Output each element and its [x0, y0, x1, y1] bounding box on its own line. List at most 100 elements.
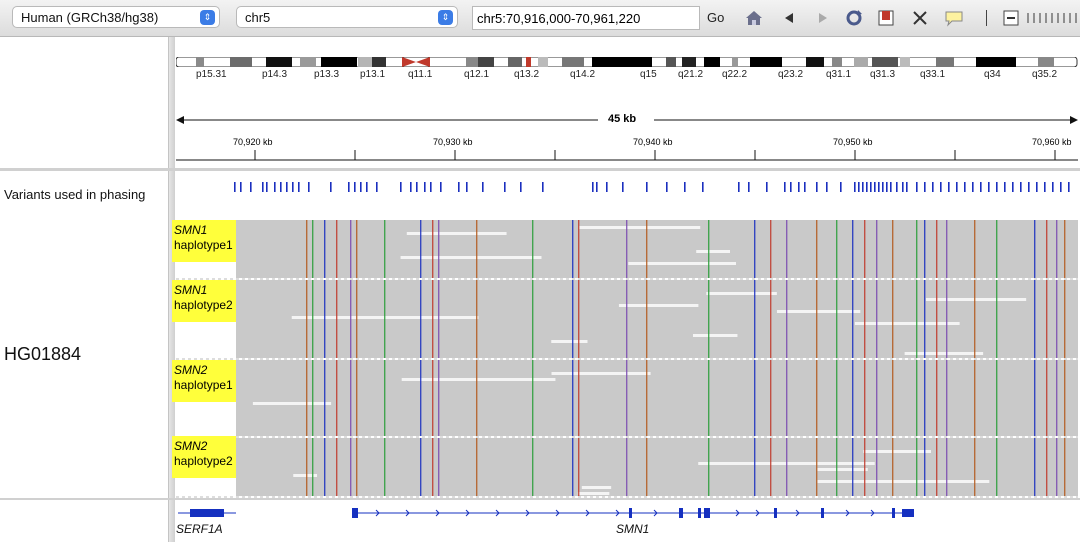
- popup-text-icon[interactable]: [944, 8, 964, 28]
- band-label: q14.2: [570, 69, 596, 80]
- variant-mark: [424, 182, 426, 192]
- back-icon[interactable]: [780, 8, 800, 28]
- variant-mark: [606, 182, 608, 192]
- variant-mark: [738, 182, 740, 192]
- mismatch-column: [1046, 280, 1048, 358]
- mismatch-column: [578, 438, 580, 496]
- variant-mark: [996, 182, 998, 192]
- locus-input[interactable]: chr5:70,916,000-70,961,220: [472, 6, 700, 30]
- mismatch-column: [384, 220, 386, 278]
- read-gap: [776, 310, 861, 313]
- mismatch-column: [438, 360, 440, 436]
- mismatch-column: [1046, 360, 1048, 436]
- variant-mark: [896, 182, 898, 192]
- mismatch-column: [816, 280, 818, 358]
- variant-mark: [266, 182, 268, 192]
- alignment-track[interactable]: [176, 218, 1078, 498]
- band-label: q12.1: [464, 69, 490, 80]
- variant-mark: [940, 182, 942, 192]
- mismatch-column: [916, 360, 918, 436]
- mismatch-column: [336, 280, 338, 358]
- zoom-out-icon[interactable]: [1002, 8, 1022, 28]
- mismatch-column: [646, 438, 648, 496]
- mismatch-column: [306, 280, 308, 358]
- mismatch-column: [946, 280, 948, 358]
- mismatch-column: [864, 280, 866, 358]
- mismatch-column: [770, 438, 772, 496]
- band-label: q23.2: [778, 69, 804, 80]
- genome-dropdown[interactable]: Human (GRCh38/hg38) ⇕: [12, 6, 220, 28]
- variant-mark: [1012, 182, 1014, 192]
- mismatch-column: [336, 360, 338, 436]
- variant-mark: [874, 182, 876, 192]
- mismatch-column: [350, 280, 352, 358]
- variant-mark: [804, 182, 806, 192]
- mismatch-column: [336, 220, 338, 278]
- band-label: q33.1: [920, 69, 946, 80]
- mismatch-column: [384, 280, 386, 358]
- ruler-tick-label: 70,920 kb: [233, 137, 273, 147]
- variant-mark: [890, 182, 892, 192]
- mismatch-column: [324, 280, 326, 358]
- variant-mark: [250, 182, 252, 192]
- group-gene: SMN2: [174, 439, 208, 453]
- mismatch-column: [626, 360, 628, 436]
- mismatch-column: [816, 220, 818, 278]
- refresh-icon[interactable]: [844, 8, 864, 28]
- gene-label: SERF1A: [176, 522, 223, 536]
- variant-mark: [1020, 182, 1022, 192]
- go-button[interactable]: Go: [707, 10, 725, 25]
- mismatch-column: [1034, 360, 1036, 436]
- forward-icon[interactable]: [812, 8, 832, 28]
- chromosome-ideogram[interactable]: [176, 57, 1078, 67]
- mismatch-column: [1064, 220, 1066, 278]
- mismatch-column: [924, 360, 926, 436]
- mismatch-column: [306, 220, 308, 278]
- variants-track-name[interactable]: Variants used in phasing: [4, 187, 146, 202]
- variant-mark: [646, 182, 648, 192]
- mismatch-column: [770, 220, 772, 278]
- resize-icon[interactable]: [910, 8, 930, 28]
- gene-track[interactable]: [176, 504, 1078, 522]
- mismatch-column: [836, 220, 838, 278]
- name-panel-divider[interactable]: [168, 37, 175, 542]
- mismatch-column: [996, 220, 998, 278]
- variant-mark: [274, 182, 276, 192]
- chromosome-dropdown[interactable]: chr5 ⇕: [236, 6, 458, 28]
- group-haplotype: haplotype1: [174, 238, 233, 252]
- mismatch-column: [324, 360, 326, 436]
- read-gap: [925, 298, 1027, 301]
- mismatch-column: [476, 220, 478, 278]
- mismatch-column: [1064, 438, 1066, 496]
- roi-icon[interactable]: [876, 8, 896, 28]
- variant-mark: [816, 182, 818, 192]
- mismatch-column: [336, 438, 338, 496]
- mismatch-column: [916, 438, 918, 496]
- mismatch-column: [924, 280, 926, 358]
- feature-divider: [0, 498, 1080, 500]
- variant-mark: [440, 182, 442, 192]
- mismatch-column: [1056, 220, 1058, 278]
- home-icon[interactable]: [744, 8, 764, 28]
- variant-mark: [400, 182, 402, 192]
- variants-track[interactable]: [176, 178, 1078, 196]
- mismatch-column: [356, 360, 358, 436]
- mismatch-column: [852, 360, 854, 436]
- zoom-slider[interactable]: [1026, 11, 1078, 25]
- group-label: SMN2 haplotype2: [172, 436, 236, 478]
- group-label: SMN1 haplotype1: [172, 220, 236, 262]
- read-gap: [579, 226, 701, 229]
- variant-mark: [882, 182, 884, 192]
- mismatch-column: [306, 360, 308, 436]
- variant-mark: [666, 182, 668, 192]
- mismatch-column: [420, 360, 422, 436]
- read-pileup: [236, 360, 1078, 436]
- variant-mark: [360, 182, 362, 192]
- mismatch-column: [836, 280, 838, 358]
- band-label: q22.2: [722, 69, 748, 80]
- sample-name: HG01884: [4, 344, 82, 364]
- variant-mark: [504, 182, 506, 192]
- mismatch-column: [974, 280, 976, 358]
- ruler[interactable]: 45 kb 70,920 kb 70,930 kb 70,940 kb 70,9…: [176, 112, 1078, 168]
- mismatch-column: [572, 280, 574, 358]
